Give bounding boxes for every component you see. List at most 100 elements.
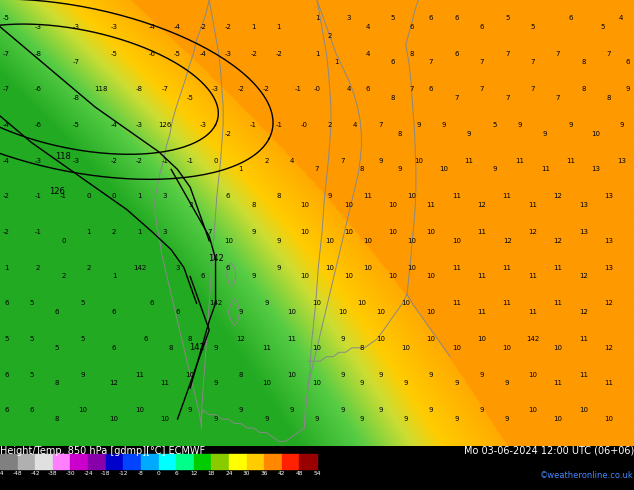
Text: 2: 2 [61,273,65,279]
Text: 10: 10 [287,309,296,315]
Text: ©weatheronline.co.uk: ©weatheronline.co.uk [540,471,634,481]
Text: -3: -3 [72,157,80,164]
Text: 5: 5 [600,24,604,30]
Text: -12: -12 [119,470,128,476]
Text: 9: 9 [80,371,85,378]
Bar [299,454,317,469]
Text: 1: 1 [276,24,281,30]
Text: 10: 10 [110,416,119,422]
Text: 1: 1 [314,15,320,21]
Text: 10: 10 [427,273,436,279]
Bar [88,454,106,469]
Bar [0,454,18,469]
Text: 11: 11 [477,309,486,315]
Text: 10: 10 [579,407,588,413]
Text: 10: 10 [408,265,417,270]
Text: 9: 9 [625,86,630,92]
Bar [281,454,299,469]
Bar [36,454,53,469]
Bar [141,454,158,469]
Text: 5: 5 [4,336,8,342]
Text: 7: 7 [555,50,560,56]
Text: 9: 9 [454,416,459,422]
Text: 10: 10 [604,416,613,422]
Text: 8: 8 [581,59,586,66]
Text: 9: 9 [340,336,345,342]
Text: 13: 13 [579,202,588,208]
Text: 1: 1 [112,273,117,279]
Bar [70,454,88,469]
Text: 7: 7 [530,86,535,92]
Text: 54: 54 [313,470,321,476]
Text: 9: 9 [238,309,243,315]
Bar [194,454,211,469]
Text: 10: 10 [528,407,537,413]
Bar [247,454,264,469]
Text: 12: 12 [604,300,613,306]
Text: 12: 12 [553,193,562,199]
Text: 7: 7 [479,86,484,92]
Text: 12: 12 [477,202,486,208]
Text: -7: -7 [72,59,80,66]
Text: 126: 126 [49,187,65,196]
Text: 9: 9 [378,407,383,413]
Text: 10: 10 [452,345,461,351]
Text: -7: -7 [3,50,10,56]
Text: 11: 11 [262,345,271,351]
Text: 9: 9 [403,416,408,422]
Text: 6: 6 [112,309,117,315]
Text: 10: 10 [313,300,321,306]
Text: 9: 9 [289,407,294,413]
Text: 142: 142 [208,254,223,263]
Text: 11: 11 [553,380,562,387]
Text: 10: 10 [300,229,309,235]
Text: 6: 6 [4,371,9,378]
Text: 9: 9 [454,380,459,387]
Text: 5: 5 [30,300,34,306]
Text: -8: -8 [136,86,143,92]
Text: -30: -30 [66,470,75,476]
Text: 11: 11 [503,193,512,199]
Text: 13: 13 [592,167,600,172]
Text: 2: 2 [87,265,91,270]
Bar [264,454,281,469]
Text: -8: -8 [34,50,42,56]
Text: 9: 9 [276,265,281,270]
Text: 10: 10 [313,345,321,351]
Text: -2: -2 [250,50,257,56]
Text: -0: -0 [313,86,321,92]
Text: 11: 11 [287,336,296,342]
Text: -1: -1 [60,193,67,199]
Text: -0: -0 [301,122,308,128]
Text: -5: -5 [111,50,117,56]
Text: 9: 9 [359,416,364,422]
Text: -42: -42 [30,470,40,476]
Text: 6: 6 [410,24,415,30]
Text: 13: 13 [617,157,626,164]
Text: 12: 12 [579,273,588,279]
Text: 13: 13 [579,229,588,235]
Text: 142: 142 [189,343,204,352]
Text: 4: 4 [366,50,370,56]
Text: 12: 12 [236,336,245,342]
Text: 7: 7 [207,229,212,235]
Text: 12: 12 [579,309,588,315]
Text: 10: 10 [427,229,436,235]
Text: 8: 8 [238,371,243,378]
Text: -7: -7 [161,86,169,92]
Text: 9: 9 [213,416,218,422]
Text: 9: 9 [264,416,269,422]
Text: 9: 9 [327,193,332,199]
Text: 118: 118 [94,86,108,92]
Text: 6: 6 [429,86,434,92]
Text: 3: 3 [346,15,351,21]
Text: 11: 11 [515,157,524,164]
Text: 10: 10 [401,300,410,306]
Text: 9: 9 [479,371,484,378]
Text: 9: 9 [213,345,218,351]
Text: 9: 9 [378,371,383,378]
Text: 6: 6 [143,336,148,342]
Text: -6: -6 [34,86,42,92]
Text: 10: 10 [592,131,600,137]
Text: 8: 8 [55,380,60,387]
